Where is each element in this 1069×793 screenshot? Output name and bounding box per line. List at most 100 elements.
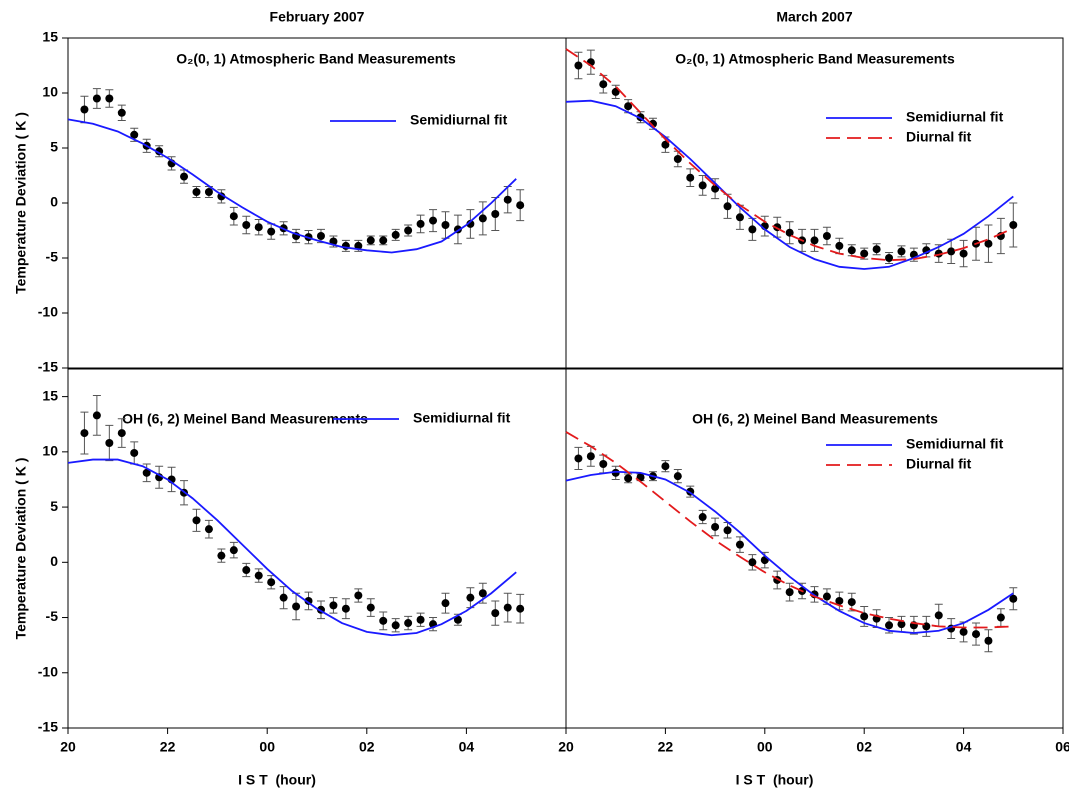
data-point [1009, 594, 1018, 603]
legend-label: Semidiurnal fit [906, 436, 1004, 452]
fit-line [565, 470, 1014, 634]
data-point [217, 551, 226, 560]
y-tick-label: 5 [50, 498, 58, 514]
data-point [130, 448, 139, 457]
panel: I S T (hour) OH (6, 2) Meinel Band Measur… [558, 368, 1069, 788]
data-point [822, 592, 831, 601]
data-point [441, 221, 450, 229]
data-point [516, 201, 525, 210]
data-point [204, 188, 213, 196]
x-axis-label: I S T (hour) [238, 772, 316, 788]
panel-annotation: OH (6, 2) Meinel Band Measurements [122, 411, 368, 427]
data-point [180, 172, 189, 181]
legend-label: Semidiurnal fit [906, 109, 1004, 125]
data-point [117, 108, 126, 117]
data-point [192, 188, 201, 196]
data-point [404, 619, 413, 628]
y-tick-label: -15 [38, 719, 58, 735]
data-point [267, 578, 276, 587]
data-point [453, 615, 462, 624]
x-tick-label: 04 [459, 739, 475, 755]
data-point [229, 212, 238, 221]
data-point [254, 223, 263, 232]
data-point [959, 249, 968, 258]
data-point [80, 105, 89, 114]
data-point [466, 219, 475, 228]
data-point [735, 213, 744, 222]
data-point [748, 225, 757, 234]
data-point [860, 249, 869, 258]
data-point [661, 462, 670, 471]
column-title: March 2007 [776, 9, 852, 25]
data-point [105, 94, 114, 103]
data-point [785, 588, 794, 597]
data-point [491, 210, 500, 218]
y-tick-label: -5 [46, 249, 59, 265]
data-point [142, 468, 151, 477]
data-point [491, 609, 500, 618]
data-point [292, 602, 301, 611]
data-point [835, 241, 844, 250]
data-point [748, 558, 757, 567]
column-title: February 2007 [270, 9, 365, 25]
x-tick-label: 20 [60, 739, 76, 755]
data-point [996, 613, 1005, 622]
data-point [117, 429, 126, 438]
data-point [503, 603, 512, 612]
data-point [279, 593, 288, 602]
data-point [254, 571, 263, 580]
y-tick-label: -10 [38, 304, 58, 320]
y-tick-label: 0 [50, 553, 58, 569]
panel: March 2007 O₂(0, 1) Atmospheric Band Meas… [565, 9, 1064, 369]
data-point [599, 459, 608, 468]
data-point [404, 226, 413, 235]
y-axis-label: Temperature Deviation ( K ) [13, 112, 29, 294]
data-point [897, 247, 906, 256]
panel-annotation: O₂(0, 1) Atmospheric Band Measurements [176, 51, 456, 67]
data-point [354, 591, 363, 600]
data-point [686, 173, 695, 182]
data-point [242, 221, 251, 229]
data-point [586, 452, 595, 461]
data-point [984, 636, 993, 645]
y-tick-label: 0 [50, 194, 58, 210]
y-tick-label: 10 [42, 84, 58, 100]
data-point [304, 596, 313, 605]
data-point [959, 627, 968, 636]
x-tick-label: 04 [956, 739, 972, 755]
data-point [661, 140, 670, 149]
x-tick-label: 06 [1055, 739, 1069, 755]
x-tick-label: 02 [856, 739, 872, 755]
data-point [92, 94, 101, 103]
data-point [379, 236, 388, 245]
data-point [503, 195, 512, 204]
data-point [574, 61, 583, 70]
data-point [785, 228, 794, 237]
x-tick-label: 22 [160, 739, 176, 755]
data-point [329, 601, 338, 610]
data-point [416, 219, 425, 228]
data-point [105, 439, 114, 448]
data-point [984, 239, 993, 248]
data-point [316, 232, 325, 240]
data-point [885, 254, 894, 262]
data-point [416, 615, 425, 624]
data-point [847, 246, 856, 255]
data-point [972, 630, 981, 639]
data-point [429, 216, 438, 225]
x-axis-label: I S T (hour) [736, 772, 814, 788]
data-point [611, 87, 620, 96]
fit-line [67, 118, 517, 254]
data-point [611, 468, 620, 477]
fit-line [565, 431, 1014, 629]
x-tick-label: 00 [259, 739, 275, 755]
y-tick-label: 15 [42, 387, 58, 403]
data-point [229, 546, 238, 555]
data-point [354, 241, 363, 250]
y-tick-label: 10 [42, 443, 58, 459]
data-point [624, 474, 633, 483]
data-point [391, 621, 400, 630]
data-point [192, 516, 201, 525]
data-point [204, 525, 213, 534]
